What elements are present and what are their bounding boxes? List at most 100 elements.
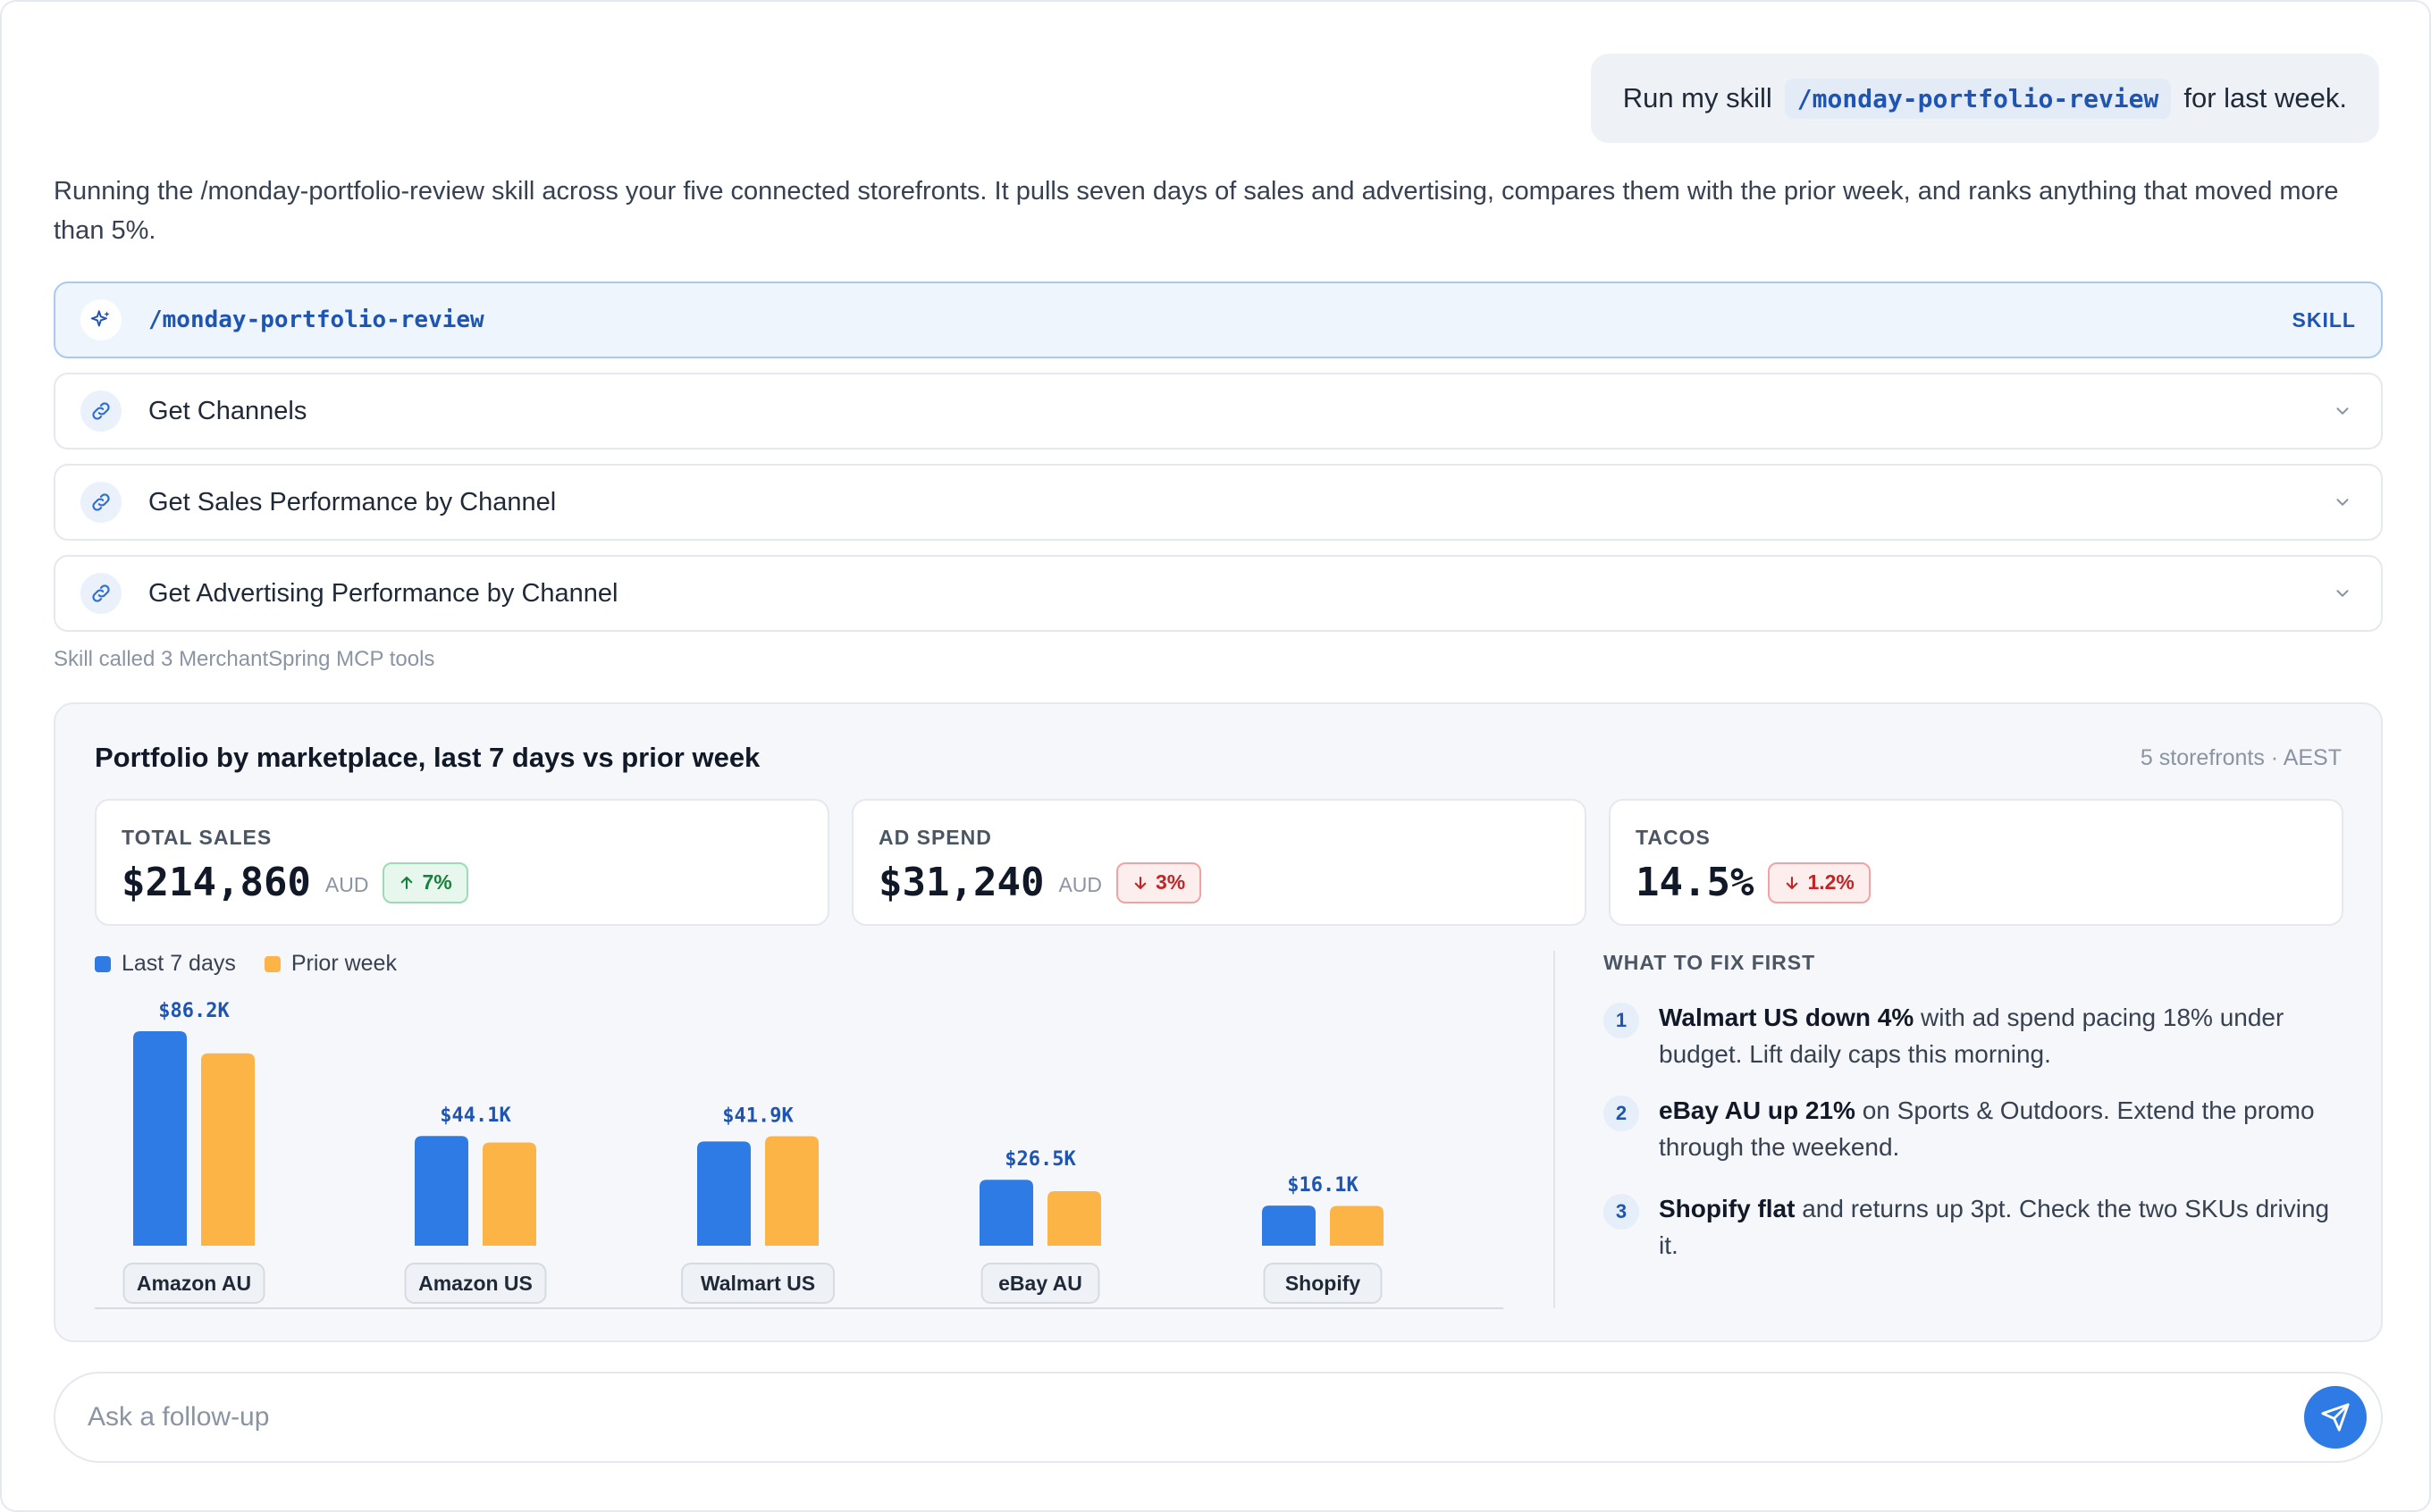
portfolio-meta: 5 storefronts · AEST [2140, 745, 2342, 770]
arrow-down-icon [1787, 876, 1798, 889]
bar-data-label: $26.5K [1005, 1148, 1076, 1171]
kpi-ad-spend: AD SPEND $31,240 AUD 3% [852, 799, 1586, 926]
user-message-bubble: Run my skill /monday-portfolio-review fo… [1590, 54, 2379, 143]
category-label: Amazon US [418, 1272, 533, 1295]
delta-value: 1.2% [1807, 870, 1855, 894]
followup-input[interactable] [88, 1402, 2304, 1432]
tool-label: Get Advertising Performance by Channel [148, 578, 618, 608]
legend-swatch-prior [264, 955, 281, 972]
bar-last-7-days [1262, 1205, 1316, 1246]
fix-item-text: Shopify flat and returns up 3pt. Check t… [1659, 1190, 2336, 1264]
kpi-label: AD SPEND [879, 826, 992, 849]
category-pill [681, 1263, 835, 1304]
chevron-down-icon[interactable] [2329, 580, 2356, 607]
skill-row[interactable]: /monday-portfolio-review SKILL [54, 281, 2383, 358]
kpi-label: TOTAL SALES [122, 826, 273, 849]
category-pill [1263, 1263, 1383, 1304]
fix-item-bold: Walmart US down 4% [1659, 1004, 1914, 1031]
fix-first-heading: WHAT TO FIX FIRST [1603, 951, 1816, 974]
send-button[interactable] [2304, 1386, 2367, 1449]
tools-caption: Skill called 3 MerchantSpring MCP tools [54, 647, 435, 671]
link-icon [80, 391, 122, 432]
chevron-down-icon[interactable] [2329, 398, 2356, 424]
fix-item-number: 3 [1603, 1194, 1639, 1230]
user-message-suffix: for last week. [2183, 82, 2347, 113]
chart-divider [1553, 951, 1555, 1308]
skill-name: /monday-portfolio-review [148, 307, 484, 333]
bar-prior-week [483, 1142, 536, 1246]
category-pill [404, 1263, 547, 1304]
fix-item-number: 2 [1603, 1096, 1639, 1131]
kpi-value: 14.5% [1636, 860, 1754, 905]
delta-badge-down: 3% [1116, 861, 1202, 903]
legend-item-current: Last 7 days [95, 951, 236, 977]
category-pill [122, 1263, 265, 1304]
kpi-label: TACOS [1636, 826, 1711, 849]
bar-prior-week [765, 1136, 819, 1246]
tool-label: Get Channels [148, 396, 307, 425]
user-message-prefix: Run my skill [1622, 82, 1772, 113]
bar-data-label: $86.2K [158, 1000, 230, 1022]
link-icon [80, 573, 122, 614]
category-label: Shopify [1285, 1272, 1361, 1295]
fix-item: 2 eBay AU up 21% on Sports & Outdoors. E… [1603, 1092, 2336, 1165]
category-label: eBay AU [998, 1272, 1082, 1295]
delta-value: 7% [422, 870, 452, 894]
legend-label: Prior week [290, 951, 397, 976]
portfolio-card: Portfolio by marketplace, last 7 days vs… [54, 702, 2383, 1342]
arrow-down-icon [1134, 876, 1147, 889]
tool-row-get-sales-performance[interactable]: Get Sales Performance by Channel [54, 464, 2383, 541]
kpi-unit: AUD [324, 873, 369, 896]
user-message-command: /monday-portfolio-review [1784, 78, 2172, 119]
legend-label: Last 7 days [122, 951, 236, 976]
fix-item: 1 Walmart US down 4% with ad spend pacin… [1603, 999, 2336, 1072]
chart-legend: Last 7 days Prior week [95, 951, 397, 977]
tool-label: Get Sales Performance by Channel [148, 487, 557, 517]
link-icon [80, 482, 122, 523]
kpi-value: $214,860 [122, 860, 311, 905]
fix-item-number: 1 [1603, 1003, 1639, 1038]
portfolio-title: Portfolio by marketplace, last 7 days vs… [95, 742, 761, 773]
bar-prior-week [201, 1053, 255, 1246]
bar-prior-week [1330, 1205, 1384, 1246]
bar-data-label: $16.1K [1287, 1174, 1358, 1197]
bar-data-label: $41.9K [722, 1105, 794, 1127]
category-label: Amazon AU [137, 1272, 251, 1295]
bar-last-7-days [980, 1180, 1033, 1246]
send-icon [2321, 1403, 2350, 1432]
delta-badge-down: 1.2% [1768, 861, 1871, 903]
category-label: Walmart US [701, 1272, 815, 1295]
followup-input-bar [54, 1372, 2383, 1463]
fix-item-bold: eBay AU up 21% [1659, 1096, 1855, 1124]
bar-last-7-days [133, 1031, 187, 1246]
legend-swatch-current [95, 955, 111, 972]
assistant-intro-text: Running the /monday-portfolio-review ski… [54, 177, 2339, 245]
tool-row-get-advertising-performance[interactable]: Get Advertising Performance by Channel [54, 555, 2383, 632]
bar-data-label: $44.1K [440, 1105, 511, 1127]
sparkle-icon [80, 299, 122, 340]
legend-item-prior: Prior week [264, 951, 397, 977]
kpi-value: $31,240 [879, 860, 1045, 905]
category-pill [980, 1263, 1100, 1304]
delta-value: 3% [1156, 870, 1186, 894]
fix-item-text: eBay AU up 21% on Sports & Outdoors. Ext… [1659, 1092, 2336, 1165]
fix-item-bold: Shopify flat [1659, 1195, 1796, 1222]
bar-chart: $86.2K Amazon AU $44.1K Amazon US $41.9K Walm… [95, 1000, 1503, 1309]
arrow-up-icon [401, 876, 413, 889]
bar-last-7-days [415, 1136, 468, 1246]
chevron-down-icon[interactable] [2329, 489, 2356, 516]
kpi-unit: AUD [1058, 873, 1102, 896]
tool-row-get-channels[interactable]: Get Channels [54, 373, 2383, 449]
fix-item: 3 Shopify flat and returns up 3pt. Check… [1603, 1190, 2336, 1264]
fix-item-text: Walmart US down 4% with ad spend pacing … [1659, 999, 2336, 1072]
bar-last-7-days [697, 1141, 751, 1246]
delta-badge-up: 7% [383, 861, 468, 903]
bar-prior-week [1047, 1191, 1101, 1246]
fix-item-body: with ad spend pacing 18% under budget. L… [1659, 1004, 2284, 1068]
fix-item-body: and returns up 3pt. Check the two SKUs d… [1659, 1195, 2330, 1259]
kpi-tacos: TACOS 14.5% 1.2% [1609, 799, 2343, 926]
fix-item-body: on Sports & Outdoors. Extend the promo t… [1659, 1096, 2315, 1161]
skill-tag: SKILL [2292, 307, 2356, 332]
kpi-total-sales: TOTAL SALES $214,860 AUD 7% [95, 799, 829, 926]
